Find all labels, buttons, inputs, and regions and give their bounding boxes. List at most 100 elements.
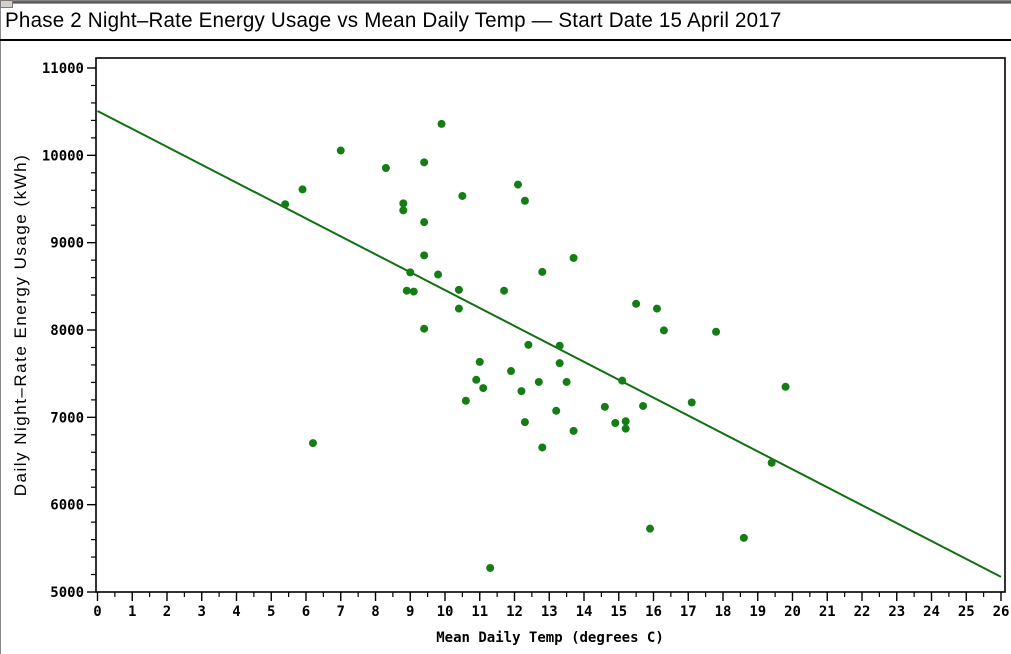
data-point	[461, 396, 470, 405]
data-point	[552, 406, 561, 415]
x-tick-label: 16	[645, 604, 662, 620]
data-point	[298, 185, 307, 194]
data-point	[399, 199, 408, 208]
data-point	[454, 304, 463, 313]
data-point	[420, 218, 429, 227]
x-tick-label: 5	[267, 604, 275, 620]
data-point	[781, 382, 790, 391]
y-tick-label: 9000	[50, 236, 84, 252]
data-point	[420, 251, 429, 260]
x-tick-label: 6	[302, 604, 310, 620]
data-point	[767, 458, 776, 467]
y-tick-label: 5000	[50, 585, 84, 601]
x-tick-label: 25	[958, 604, 975, 620]
data-point	[646, 524, 655, 533]
x-tick-label: 2	[163, 604, 171, 620]
x-tick-label: 1	[128, 604, 136, 620]
data-point	[538, 267, 547, 276]
x-tick-label: 26	[993, 604, 1010, 620]
data-point	[632, 299, 641, 308]
data-point	[402, 286, 411, 295]
data-point	[486, 563, 495, 572]
x-tick-label: 9	[406, 604, 414, 620]
title-divider	[0, 39, 1011, 41]
x-tick-label: 20	[784, 604, 801, 620]
x-tick-label: 21	[819, 604, 836, 620]
data-point	[659, 326, 668, 335]
data-point	[562, 377, 571, 386]
data-point	[420, 158, 429, 167]
data-point	[555, 341, 564, 350]
data-point	[618, 376, 627, 385]
data-point	[538, 443, 547, 452]
data-point	[513, 180, 522, 189]
y-tick-label: 10000	[42, 148, 84, 164]
data-point	[639, 401, 648, 410]
y-tick-label: 6000	[50, 498, 84, 514]
data-point	[687, 398, 696, 407]
x-tick-label: 18	[715, 604, 732, 620]
data-point	[652, 304, 661, 313]
x-tick-label: 8	[371, 604, 379, 620]
x-tick-label: 19	[749, 604, 766, 620]
window-left-border	[0, 0, 1, 654]
data-point	[308, 439, 317, 448]
x-tick-label: 11	[471, 604, 488, 620]
chart-title: Phase 2 Night–Rate Energy Usage vs Mean …	[5, 9, 782, 32]
data-point	[409, 287, 418, 296]
x-tick-label: 22	[854, 604, 871, 620]
data-point	[454, 285, 463, 294]
x-tick-label: 13	[541, 604, 558, 620]
data-point	[517, 387, 526, 396]
data-point	[520, 418, 529, 427]
data-point	[406, 268, 415, 277]
x-tick-label: 24	[923, 604, 940, 620]
data-point	[472, 375, 481, 384]
data-point	[281, 200, 290, 209]
data-point	[437, 119, 446, 128]
data-point	[600, 402, 609, 411]
data-point	[555, 359, 564, 368]
data-point	[524, 340, 533, 349]
x-tick-label: 3	[198, 604, 206, 620]
window-top-border	[0, 0, 1011, 4]
data-point	[434, 270, 443, 279]
data-point	[569, 253, 578, 262]
x-tick-label: 0	[93, 604, 101, 620]
y-tick-label: 7000	[50, 410, 84, 426]
x-axis-title: Mean Daily Temp (degrees C)	[436, 630, 664, 646]
x-tick-label: 14	[576, 604, 593, 620]
data-point	[458, 191, 467, 200]
data-point	[712, 327, 721, 336]
x-tick-label: 10	[437, 604, 454, 620]
data-point	[534, 377, 543, 386]
plot-frame	[95, 57, 1006, 593]
x-tick-label: 15	[610, 604, 627, 620]
data-point	[507, 367, 516, 376]
data-point	[479, 384, 488, 393]
window-corner-tab	[0, 0, 13, 8]
data-point	[420, 324, 429, 333]
y-tick-label: 11000	[42, 61, 84, 77]
data-point	[520, 196, 529, 205]
data-point	[399, 206, 408, 215]
x-tick-label: 17	[680, 604, 697, 620]
data-point	[621, 417, 630, 426]
data-point	[621, 424, 630, 433]
x-tick-label: 7	[337, 604, 345, 620]
data-point	[500, 286, 509, 295]
trend-line	[97, 110, 1002, 578]
y-tick-label: 8000	[50, 323, 84, 339]
x-tick-label: 12	[506, 604, 523, 620]
y-axis-title: Daily Night–Rate Energy Usage (kWh)	[11, 153, 30, 497]
data-point	[381, 163, 390, 172]
data-point	[739, 533, 748, 542]
data-point	[569, 426, 578, 435]
data-point	[611, 419, 620, 428]
x-tick-label: 4	[232, 604, 240, 620]
x-tick-label: 23	[888, 604, 905, 620]
data-point	[336, 146, 345, 155]
data-point	[475, 357, 484, 366]
